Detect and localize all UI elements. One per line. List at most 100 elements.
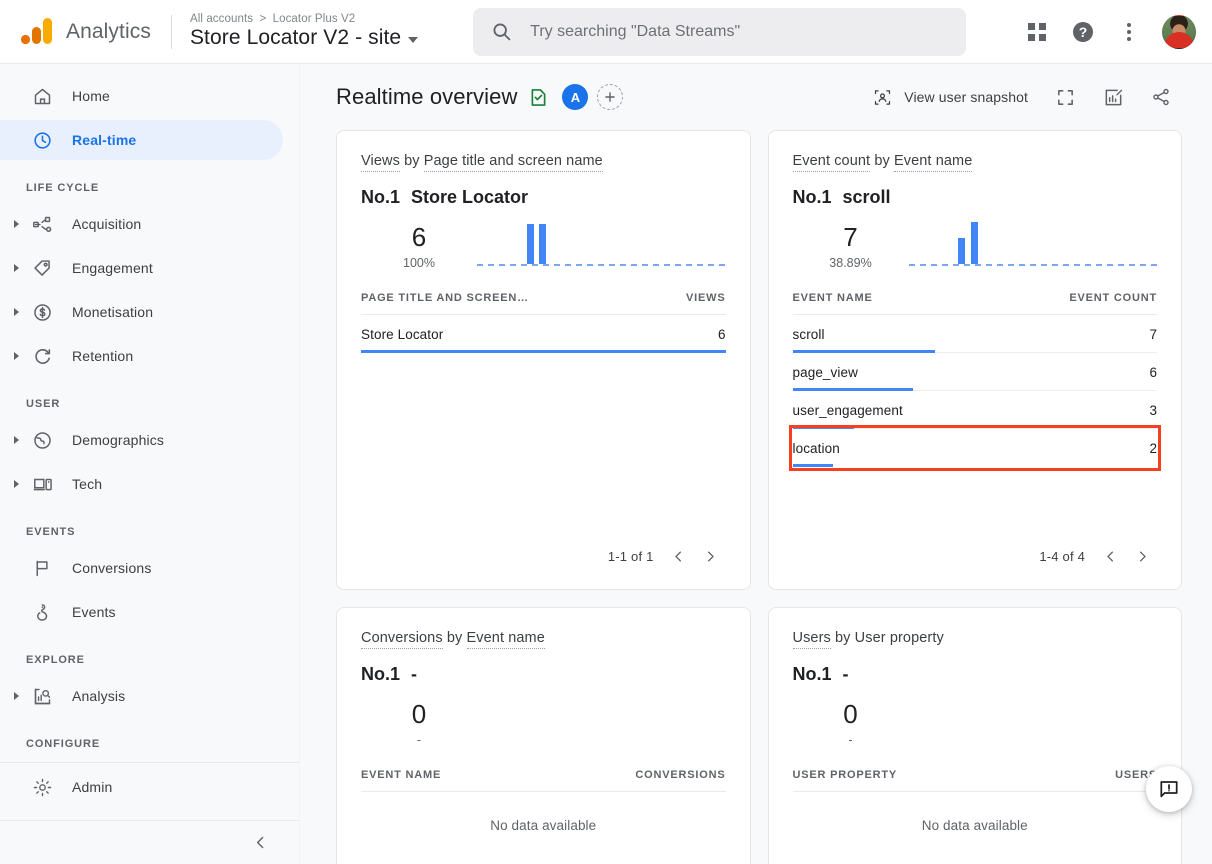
expand-arrow-icon[interactable] (8, 436, 24, 444)
table-row[interactable]: page_view 6 (792, 353, 1157, 391)
sparkline-chart (909, 691, 1158, 743)
row-bar (792, 388, 913, 391)
sidebar-item-real-time[interactable]: Real-time (0, 120, 283, 160)
avatar[interactable] (1162, 14, 1196, 49)
sidebar-item-label: Conversions (72, 560, 152, 576)
sidebar-item-demographics[interactable]: Demographics (0, 420, 283, 460)
sparkline-baseline (477, 264, 726, 266)
sidebar-item-label: Events (72, 604, 116, 620)
card-title-dimension[interactable]: Event name (466, 630, 545, 649)
sidebar-item-monetisation[interactable]: Monetisation (0, 292, 283, 332)
card-title-by: by (835, 630, 851, 646)
row-name: scroll (792, 327, 825, 342)
top-item-rank: No.1 (361, 664, 401, 684)
card-title-metric[interactable]: Conversions (361, 630, 443, 649)
property-name[interactable]: Store Locator V2 - site (190, 26, 419, 50)
row-value: 6 (717, 327, 726, 342)
card-title-by: by (874, 153, 890, 169)
column-header-dimension: EVENT NAME (792, 292, 873, 304)
row-bar (792, 464, 833, 467)
page-header-actions: View user snapshot (863, 76, 1182, 118)
metric-percent: 38.89% (829, 256, 872, 270)
svg-text:?: ? (1079, 24, 1088, 40)
sparkline-bar (958, 238, 966, 264)
sidebar-item-engagement[interactable]: Engagement (0, 248, 283, 288)
view-user-snapshot-label: View user snapshot (904, 89, 1028, 105)
previous-page-button[interactable] (1095, 541, 1125, 571)
help-circle-icon[interactable]: ? (1062, 11, 1104, 53)
card-title-dimension[interactable]: User property (854, 630, 944, 646)
column-header-metric: VIEWS (686, 292, 726, 304)
column-header-metric: CONVERSIONS (635, 769, 726, 781)
sidebar-item-label: Monetisation (72, 304, 154, 320)
next-page-button[interactable] (1127, 541, 1157, 571)
metric-value: 0 (843, 699, 858, 729)
sidebar-item-label: Engagement (72, 260, 153, 276)
sidebar-item-conversions[interactable]: Conversions (0, 548, 283, 588)
sidebar-item-admin[interactable]: Admin (0, 767, 283, 807)
row-name: Store Locator (361, 327, 444, 342)
table-row[interactable]: Store Locator 6 (361, 315, 726, 353)
column-header-dimension: USER PROPERTY (792, 769, 898, 781)
expand-arrow-icon[interactable] (8, 308, 24, 316)
sidebar-item-retention[interactable]: Retention (0, 336, 283, 376)
card-users-by-user-property: Users by User property No.1 - 0 - (767, 607, 1182, 864)
view-user-snapshot-button[interactable]: View user snapshot (863, 80, 1038, 115)
sidebar-collapse-button[interactable] (0, 820, 299, 864)
cards-area: Views by Page title and screen name No.1… (300, 130, 1212, 864)
card-title-dimension[interactable]: Event name (893, 153, 973, 172)
row-name: page_view (792, 365, 858, 380)
metric-value: 7 (843, 222, 858, 252)
search-input[interactable]: Try searching "Data Streams" (473, 7, 967, 56)
expand-arrow-icon[interactable] (8, 480, 24, 488)
next-page-button[interactable] (696, 541, 726, 571)
top-item-row: No.1 scroll (793, 187, 1158, 208)
card-title-metric[interactable]: Users (792, 630, 831, 649)
add-comparison-button[interactable] (597, 84, 624, 110)
chevron-right-icon (708, 551, 714, 561)
top-item-rank: No.1 (792, 187, 832, 207)
sidebar-item-label: Demographics (72, 432, 165, 448)
sidebar-item-tech[interactable]: Tech (0, 464, 283, 504)
top-item-rank: No.1 (792, 664, 832, 684)
card-title: Views by Page title and screen name (361, 153, 726, 172)
expand-arrow-icon[interactable] (8, 692, 24, 700)
edit-chart-icon[interactable] (1092, 76, 1134, 118)
kebab-menu-icon[interactable] (1108, 11, 1150, 53)
table-row[interactable]: scroll 7 (792, 315, 1157, 353)
feedback-icon (1160, 781, 1178, 798)
brand-area[interactable]: Analytics (14, 17, 151, 47)
card-title-metric[interactable]: Event count (792, 153, 871, 172)
status-badge[interactable]: A (562, 84, 589, 110)
sidebar-item-acquisition[interactable]: Acquisition (0, 204, 283, 244)
insights-check-icon[interactable] (528, 87, 549, 108)
sidebar-item-events[interactable]: Events (0, 592, 283, 632)
account-selector[interactable]: All accounts > Locator Plus V2 Store Loc… (190, 13, 419, 50)
globe-icon (26, 430, 58, 451)
feedback-button[interactable] (1146, 766, 1192, 812)
expand-arrow-icon[interactable] (8, 264, 24, 272)
table-header: EVENT NAME CONVERSIONS (361, 769, 726, 792)
top-item-value: - (842, 664, 849, 684)
chevron-left-icon (256, 836, 264, 849)
expand-arrow-icon[interactable] (8, 220, 24, 228)
comparison-badges: A (562, 84, 624, 110)
sparkline-bar (539, 224, 547, 264)
share-icon[interactable] (1140, 76, 1182, 118)
row-value: 7 (1149, 327, 1157, 342)
fullscreen-icon[interactable] (1044, 76, 1086, 118)
clock-icon (26, 130, 58, 151)
search-placeholder: Try searching "Data Streams" (530, 22, 741, 40)
tap-icon (26, 602, 58, 623)
sidebar-item-analysis[interactable]: Analysis (0, 676, 283, 716)
table-row[interactable]: user_engagement 3 (792, 391, 1157, 429)
breadcrumb: All accounts > Locator Plus V2 (190, 13, 418, 25)
card-title-metric[interactable]: Views (361, 153, 400, 172)
expand-arrow-icon[interactable] (8, 352, 24, 360)
sidebar-item-home[interactable]: Home (0, 76, 283, 116)
card-title-dimension[interactable]: Page title and screen name (423, 153, 603, 172)
table-row-highlighted[interactable]: location 2 (788, 425, 1161, 471)
previous-page-button[interactable] (664, 541, 694, 571)
pagination: 1-4 of 4 (793, 541, 1158, 577)
apps-grid-icon[interactable] (1016, 11, 1058, 53)
